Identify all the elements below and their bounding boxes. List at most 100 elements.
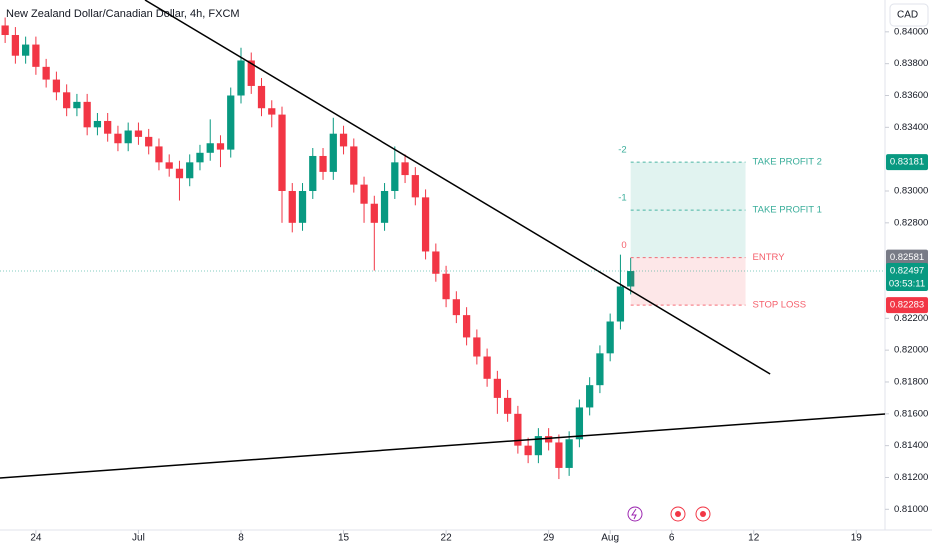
event-icon-glyph [631, 508, 637, 520]
candle-body [104, 120, 112, 134]
candle-body [411, 175, 419, 198]
event-icon-glyph [700, 511, 706, 517]
candle-body [124, 130, 132, 144]
trendline [144, 0, 771, 375]
y-tick-label: 0.81800 [894, 376, 928, 387]
candle-body [237, 60, 245, 96]
candle-body [421, 197, 430, 252]
level-name: STOP LOSS [753, 300, 807, 311]
y-tick-label: 0.83400 [894, 122, 928, 133]
candle-body [483, 356, 491, 379]
x-tick-label: 12 [748, 533, 760, 544]
price-tag-label: 0.82283 [890, 300, 924, 311]
candle-body [462, 315, 471, 338]
chart-title: New Zealand Dollar/Canadian Dollar, 4h, … [6, 8, 240, 20]
candle-body [586, 385, 594, 408]
candle-body [503, 397, 512, 414]
candle-body [11, 35, 20, 56]
x-tick-label: 15 [338, 533, 350, 544]
event-icons [627, 506, 711, 522]
event-icon[interactable] [627, 506, 643, 522]
last-price-tag [886, 263, 928, 292]
candle-body [288, 190, 296, 223]
candle-body [216, 143, 225, 150]
candle-body [268, 108, 276, 115]
candle-body [165, 162, 173, 169]
price-tag-label: 0.82581 [890, 252, 924, 263]
candle-body [22, 44, 30, 56]
candle-body [309, 155, 317, 191]
level-index: 0 [621, 240, 626, 251]
candle-body [1, 25, 9, 36]
candle-body [155, 146, 163, 163]
x-tick-label: 29 [543, 533, 555, 544]
candle-body [73, 101, 81, 109]
candle-body [350, 146, 358, 185]
candle-body [524, 445, 532, 456]
y-tick-label: 0.81000 [894, 504, 928, 515]
candle-body [278, 114, 286, 191]
candle-body [247, 60, 255, 86]
y-tick-label: 0.81200 [894, 472, 928, 483]
candle-body [63, 92, 71, 109]
x-tick-label: 19 [851, 533, 863, 544]
x-tick-label: 24 [30, 533, 42, 544]
candle-body [227, 95, 235, 150]
countdown: 03:53:11 [889, 279, 925, 290]
candle-body [534, 436, 543, 456]
level-name: TAKE PROFIT 2 [753, 157, 822, 168]
price-tag-label: 0.83181 [890, 157, 924, 168]
candle-body [545, 436, 553, 443]
y-tick-label: 0.83800 [894, 58, 928, 69]
y-tick-label: 0.83600 [894, 90, 928, 101]
candle-body [555, 442, 563, 468]
candle-body [32, 44, 40, 67]
candle-body [596, 353, 604, 386]
candle-body [298, 190, 307, 223]
candle-body [257, 85, 266, 109]
candle-body [145, 136, 153, 147]
candle-body [565, 439, 573, 468]
candle-body [442, 273, 450, 300]
candle-body [52, 79, 61, 93]
trendline [0, 413, 886, 479]
y-tick-label: 0.82800 [894, 217, 928, 228]
candle-body [432, 251, 440, 274]
level-index: -2 [618, 145, 626, 156]
candle-body [452, 299, 460, 316]
candle-body [93, 120, 102, 128]
y-tick-label: 0.82000 [894, 345, 928, 356]
y-tick-label: 0.82200 [894, 313, 928, 324]
candle-body [616, 286, 625, 322]
candle-body [196, 152, 204, 163]
candle-body [514, 413, 522, 446]
price-tag [886, 297, 928, 314]
candle-body [319, 155, 327, 172]
candle-body [83, 101, 91, 128]
candle-body [380, 190, 389, 223]
x-tick-label: Aug [601, 533, 619, 544]
candle-body [42, 66, 50, 80]
candle-body [606, 321, 614, 354]
candle-body [175, 168, 184, 179]
candle-body [186, 162, 194, 179]
candle-body [134, 130, 143, 137]
price-tag [886, 249, 928, 266]
candle-body [114, 133, 122, 144]
x-tick-label: Jul [132, 533, 145, 544]
candle-body [575, 407, 584, 440]
x-tick-label: 22 [441, 533, 453, 544]
level-name: TAKE PROFIT 1 [753, 205, 822, 216]
x-tick-label: 6 [669, 533, 675, 544]
currency-button[interactable] [889, 3, 929, 27]
candle-body [370, 203, 378, 223]
candle-body [391, 162, 399, 191]
level-index: -1 [618, 193, 626, 204]
currency-label: CAD [897, 10, 918, 21]
candle-body [339, 133, 348, 147]
candle-body [329, 133, 337, 172]
y-tick-label: 0.84000 [894, 26, 928, 37]
candle-body [401, 162, 409, 176]
y-tick-label: 0.83000 [894, 186, 928, 197]
